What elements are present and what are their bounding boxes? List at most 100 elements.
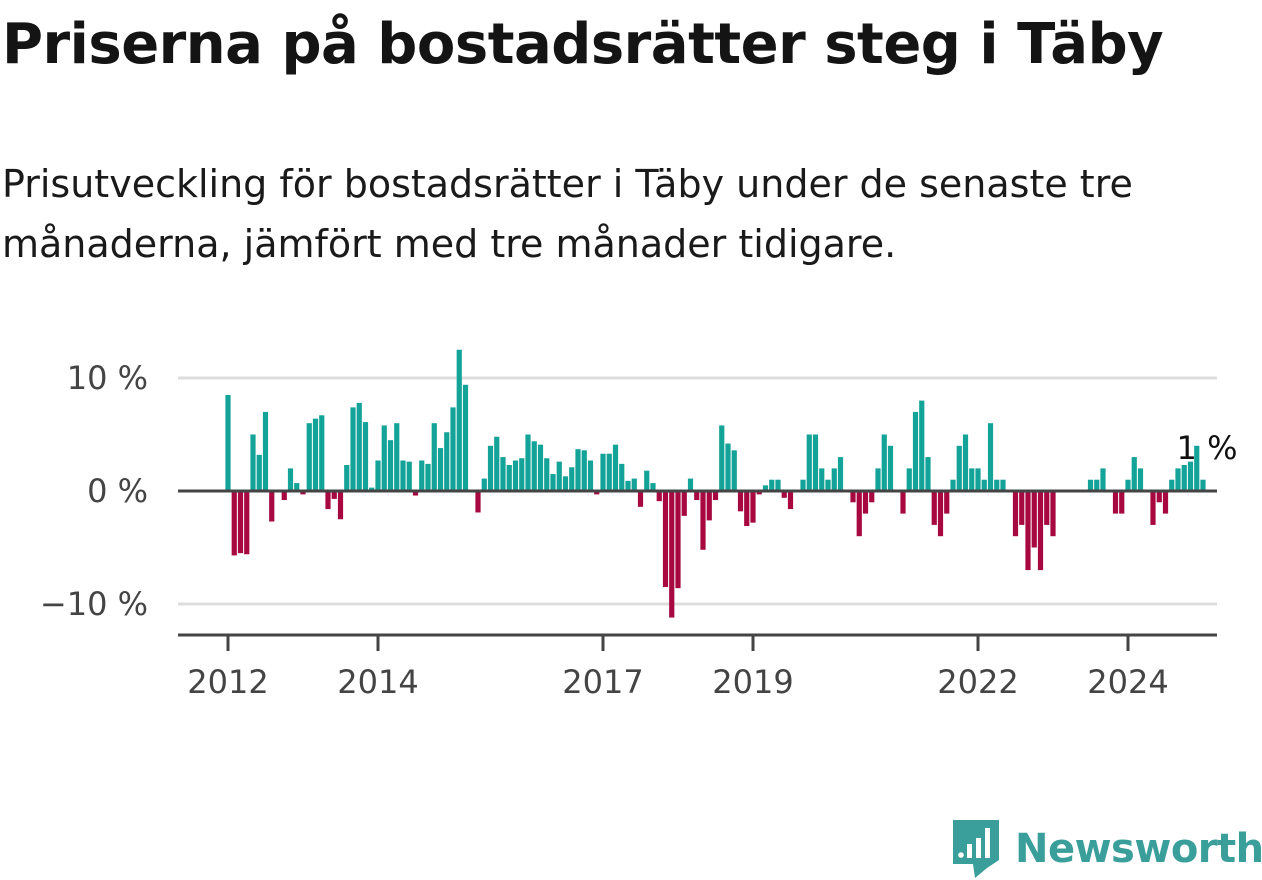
bar <box>831 468 837 491</box>
bar <box>519 458 525 491</box>
bar <box>425 463 431 491</box>
x-tick-label: 2024 <box>1087 663 1168 701</box>
bar <box>406 461 412 491</box>
bar <box>1112 491 1119 514</box>
y-tick-label: 10 % <box>67 359 148 397</box>
bar <box>912 411 919 491</box>
x-tick-label: 2012 <box>187 663 268 701</box>
bar <box>250 434 256 491</box>
bar <box>1012 491 1019 537</box>
bar <box>625 480 631 491</box>
bar <box>1094 479 1100 491</box>
bar <box>1175 468 1181 491</box>
bar <box>850 491 856 503</box>
newsworthy-logo[interactable]: Newsworthy <box>951 818 1262 880</box>
bar <box>600 453 606 491</box>
bar <box>631 478 637 491</box>
bar <box>412 491 419 496</box>
bar <box>225 394 231 491</box>
bar <box>1137 468 1144 491</box>
bar <box>987 423 994 491</box>
y-tick-label: −10 % <box>40 585 148 623</box>
bar <box>950 479 956 491</box>
bar <box>237 491 244 554</box>
bar <box>787 491 794 510</box>
bar <box>1156 491 1162 503</box>
bar <box>937 491 944 537</box>
brand-name: Newsworthy <box>1015 826 1262 872</box>
bar <box>750 491 756 523</box>
newsworthy-icon <box>953 820 999 878</box>
bar <box>962 434 969 491</box>
bar <box>825 479 831 491</box>
bar <box>262 411 269 491</box>
bar <box>337 491 344 520</box>
bar <box>1150 491 1156 525</box>
bar <box>550 474 556 491</box>
bar <box>1037 491 1044 571</box>
bar <box>619 463 625 491</box>
bar <box>675 491 681 589</box>
bar <box>312 418 319 491</box>
bar <box>606 453 612 491</box>
bar <box>887 445 894 491</box>
bar <box>325 491 331 510</box>
bar <box>1087 479 1094 491</box>
bars <box>225 349 1206 618</box>
bar <box>1181 465 1187 491</box>
x-tick-label: 2017 <box>562 663 643 701</box>
bar <box>650 483 656 491</box>
bar <box>669 491 675 618</box>
bar <box>581 450 587 491</box>
bar <box>1119 491 1125 514</box>
bar <box>869 491 875 503</box>
bar <box>531 441 537 491</box>
y-tick-label: 0 % <box>87 472 148 510</box>
latest-value-label: 1 % <box>1177 429 1238 467</box>
bar <box>881 434 887 491</box>
bar <box>1019 491 1025 525</box>
bar <box>1162 491 1169 514</box>
bar <box>806 434 812 491</box>
y-axis-ticks: 10 % 0 % −10 % <box>40 359 148 623</box>
bar <box>800 479 806 491</box>
bar <box>687 478 694 491</box>
bar <box>331 491 337 499</box>
bar <box>837 457 844 491</box>
bar <box>344 465 350 491</box>
bar <box>681 491 687 516</box>
bar <box>506 465 512 491</box>
grid-lines <box>178 376 1217 606</box>
bar <box>644 470 650 491</box>
bar <box>731 450 737 491</box>
bar <box>450 407 456 491</box>
bar <box>281 491 287 501</box>
bar <box>350 407 356 491</box>
bar <box>456 349 462 491</box>
x-axis: 2012 2014 2017 2019 2022 2024 <box>178 633 1217 701</box>
bar <box>975 468 981 491</box>
bar <box>712 491 719 501</box>
bar <box>925 457 931 491</box>
x-tick-label: 2014 <box>337 663 418 701</box>
bar <box>269 491 275 522</box>
bar <box>587 460 594 491</box>
bar <box>906 468 912 491</box>
bar <box>437 448 444 491</box>
bar <box>575 449 581 491</box>
bar <box>1200 479 1206 491</box>
bar <box>1100 468 1106 491</box>
bar <box>775 479 781 491</box>
bar <box>694 491 700 501</box>
bar <box>662 491 669 588</box>
bar <box>556 461 562 491</box>
bar <box>375 460 381 491</box>
bar <box>231 491 237 556</box>
bar <box>1169 479 1175 491</box>
bar <box>769 479 775 491</box>
bar <box>781 491 787 498</box>
bar <box>1031 491 1037 548</box>
bar <box>875 468 881 491</box>
bar <box>294 483 300 491</box>
